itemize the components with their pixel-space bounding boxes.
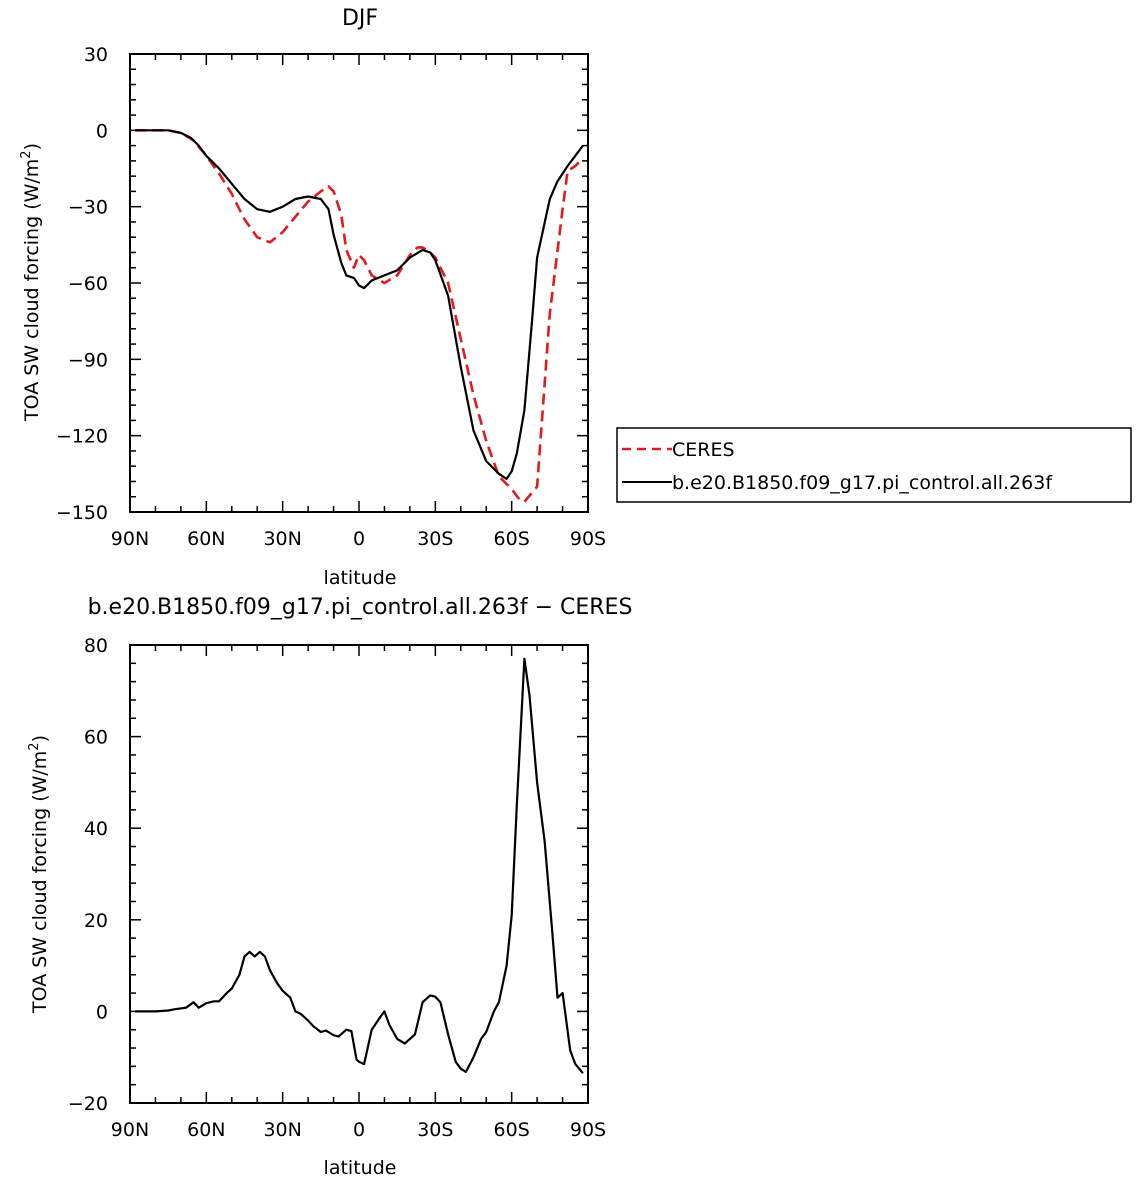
axis-ticks-bottom bbox=[129, 644, 589, 1104]
x-tick-label: 60S bbox=[494, 1119, 530, 1141]
x-tick-label: 60N bbox=[187, 1119, 225, 1141]
legend-box bbox=[616, 427, 1132, 503]
plot-lines-top bbox=[135, 129, 584, 504]
x-tick-label: 90S bbox=[570, 1119, 606, 1141]
bottom-panel: b.e20.B1850.f09_g17.pi_control.all.263f … bbox=[27, 595, 632, 1179]
x-tick-label: 30S bbox=[417, 528, 453, 550]
plot-frame-bottom bbox=[129, 644, 589, 1104]
y-tick-label: 0 bbox=[96, 120, 108, 142]
chart-title-bottom: b.e20.B1850.f09_g17.pi_control.all.263f … bbox=[88, 595, 633, 620]
legend-label-model: b.e20.B1850.f09_g17.pi_control.all.263f bbox=[672, 472, 1053, 494]
x-tick-label: 0 bbox=[353, 1119, 365, 1141]
x-tick-label: 90N bbox=[111, 528, 149, 550]
x-tick-label: 30N bbox=[263, 1119, 301, 1141]
x-tick-label: 30S bbox=[417, 1119, 453, 1141]
y-tick-label: 60 bbox=[84, 727, 108, 749]
chart-title-top: DJF bbox=[342, 6, 378, 31]
x-tick-label: 30N bbox=[263, 528, 301, 550]
tick-labels-top: 90N 60N 30N 0 30S 60S 90S 30 0 −30 −60 −90 −120 −150 bbox=[56, 44, 606, 550]
plot-frame-top bbox=[129, 53, 589, 513]
x-tick-label: 90S bbox=[570, 528, 606, 550]
y-tick-label: −20 bbox=[68, 1093, 108, 1115]
y-tick-label: 40 bbox=[84, 818, 108, 840]
series-line-b-top bbox=[135, 129, 584, 480]
y-tick-label: −120 bbox=[56, 426, 108, 448]
legend: CERES b.e20.B1850.f09_g17.pi_control.all… bbox=[616, 427, 1132, 503]
plot-lines-bottom bbox=[135, 657, 584, 1074]
x-tick-label: 60N bbox=[187, 528, 225, 550]
tick-labels-bottom: 90N 60N 30N 0 30S 60S 90S 80 60 40 20 0 −20 bbox=[68, 635, 606, 1141]
y-tick-label: −60 bbox=[68, 273, 108, 295]
y-tick-label: −30 bbox=[68, 197, 108, 219]
y-tick-label: 30 bbox=[84, 44, 108, 66]
y-axis-label-top: TOA SW cloud forcing (W/m2) bbox=[19, 143, 43, 422]
y-tick-label: 0 bbox=[96, 1001, 108, 1023]
x-axis-label-bottom: latitude bbox=[324, 1157, 397, 1179]
x-tick-label: 60S bbox=[494, 528, 530, 550]
y-tick-label: −90 bbox=[68, 349, 108, 371]
series-line-ceres-top bbox=[135, 129, 584, 504]
y-tick-label: 80 bbox=[84, 635, 108, 657]
legend-label-ceres: CERES bbox=[672, 439, 735, 461]
series-line-difference-bottom bbox=[135, 657, 584, 1074]
x-axis-label-top: latitude bbox=[324, 567, 397, 589]
y-tick-label: 20 bbox=[84, 910, 108, 932]
top-panel: DJF TOA SW cloud forcing (W/m2) latitude… bbox=[19, 6, 606, 589]
x-tick-label: 0 bbox=[353, 528, 365, 550]
x-tick-label: 90N bbox=[111, 1119, 149, 1141]
y-tick-label: −150 bbox=[56, 502, 108, 524]
y-axis-label-bottom: TOA SW cloud forcing (W/m2) bbox=[27, 735, 51, 1014]
